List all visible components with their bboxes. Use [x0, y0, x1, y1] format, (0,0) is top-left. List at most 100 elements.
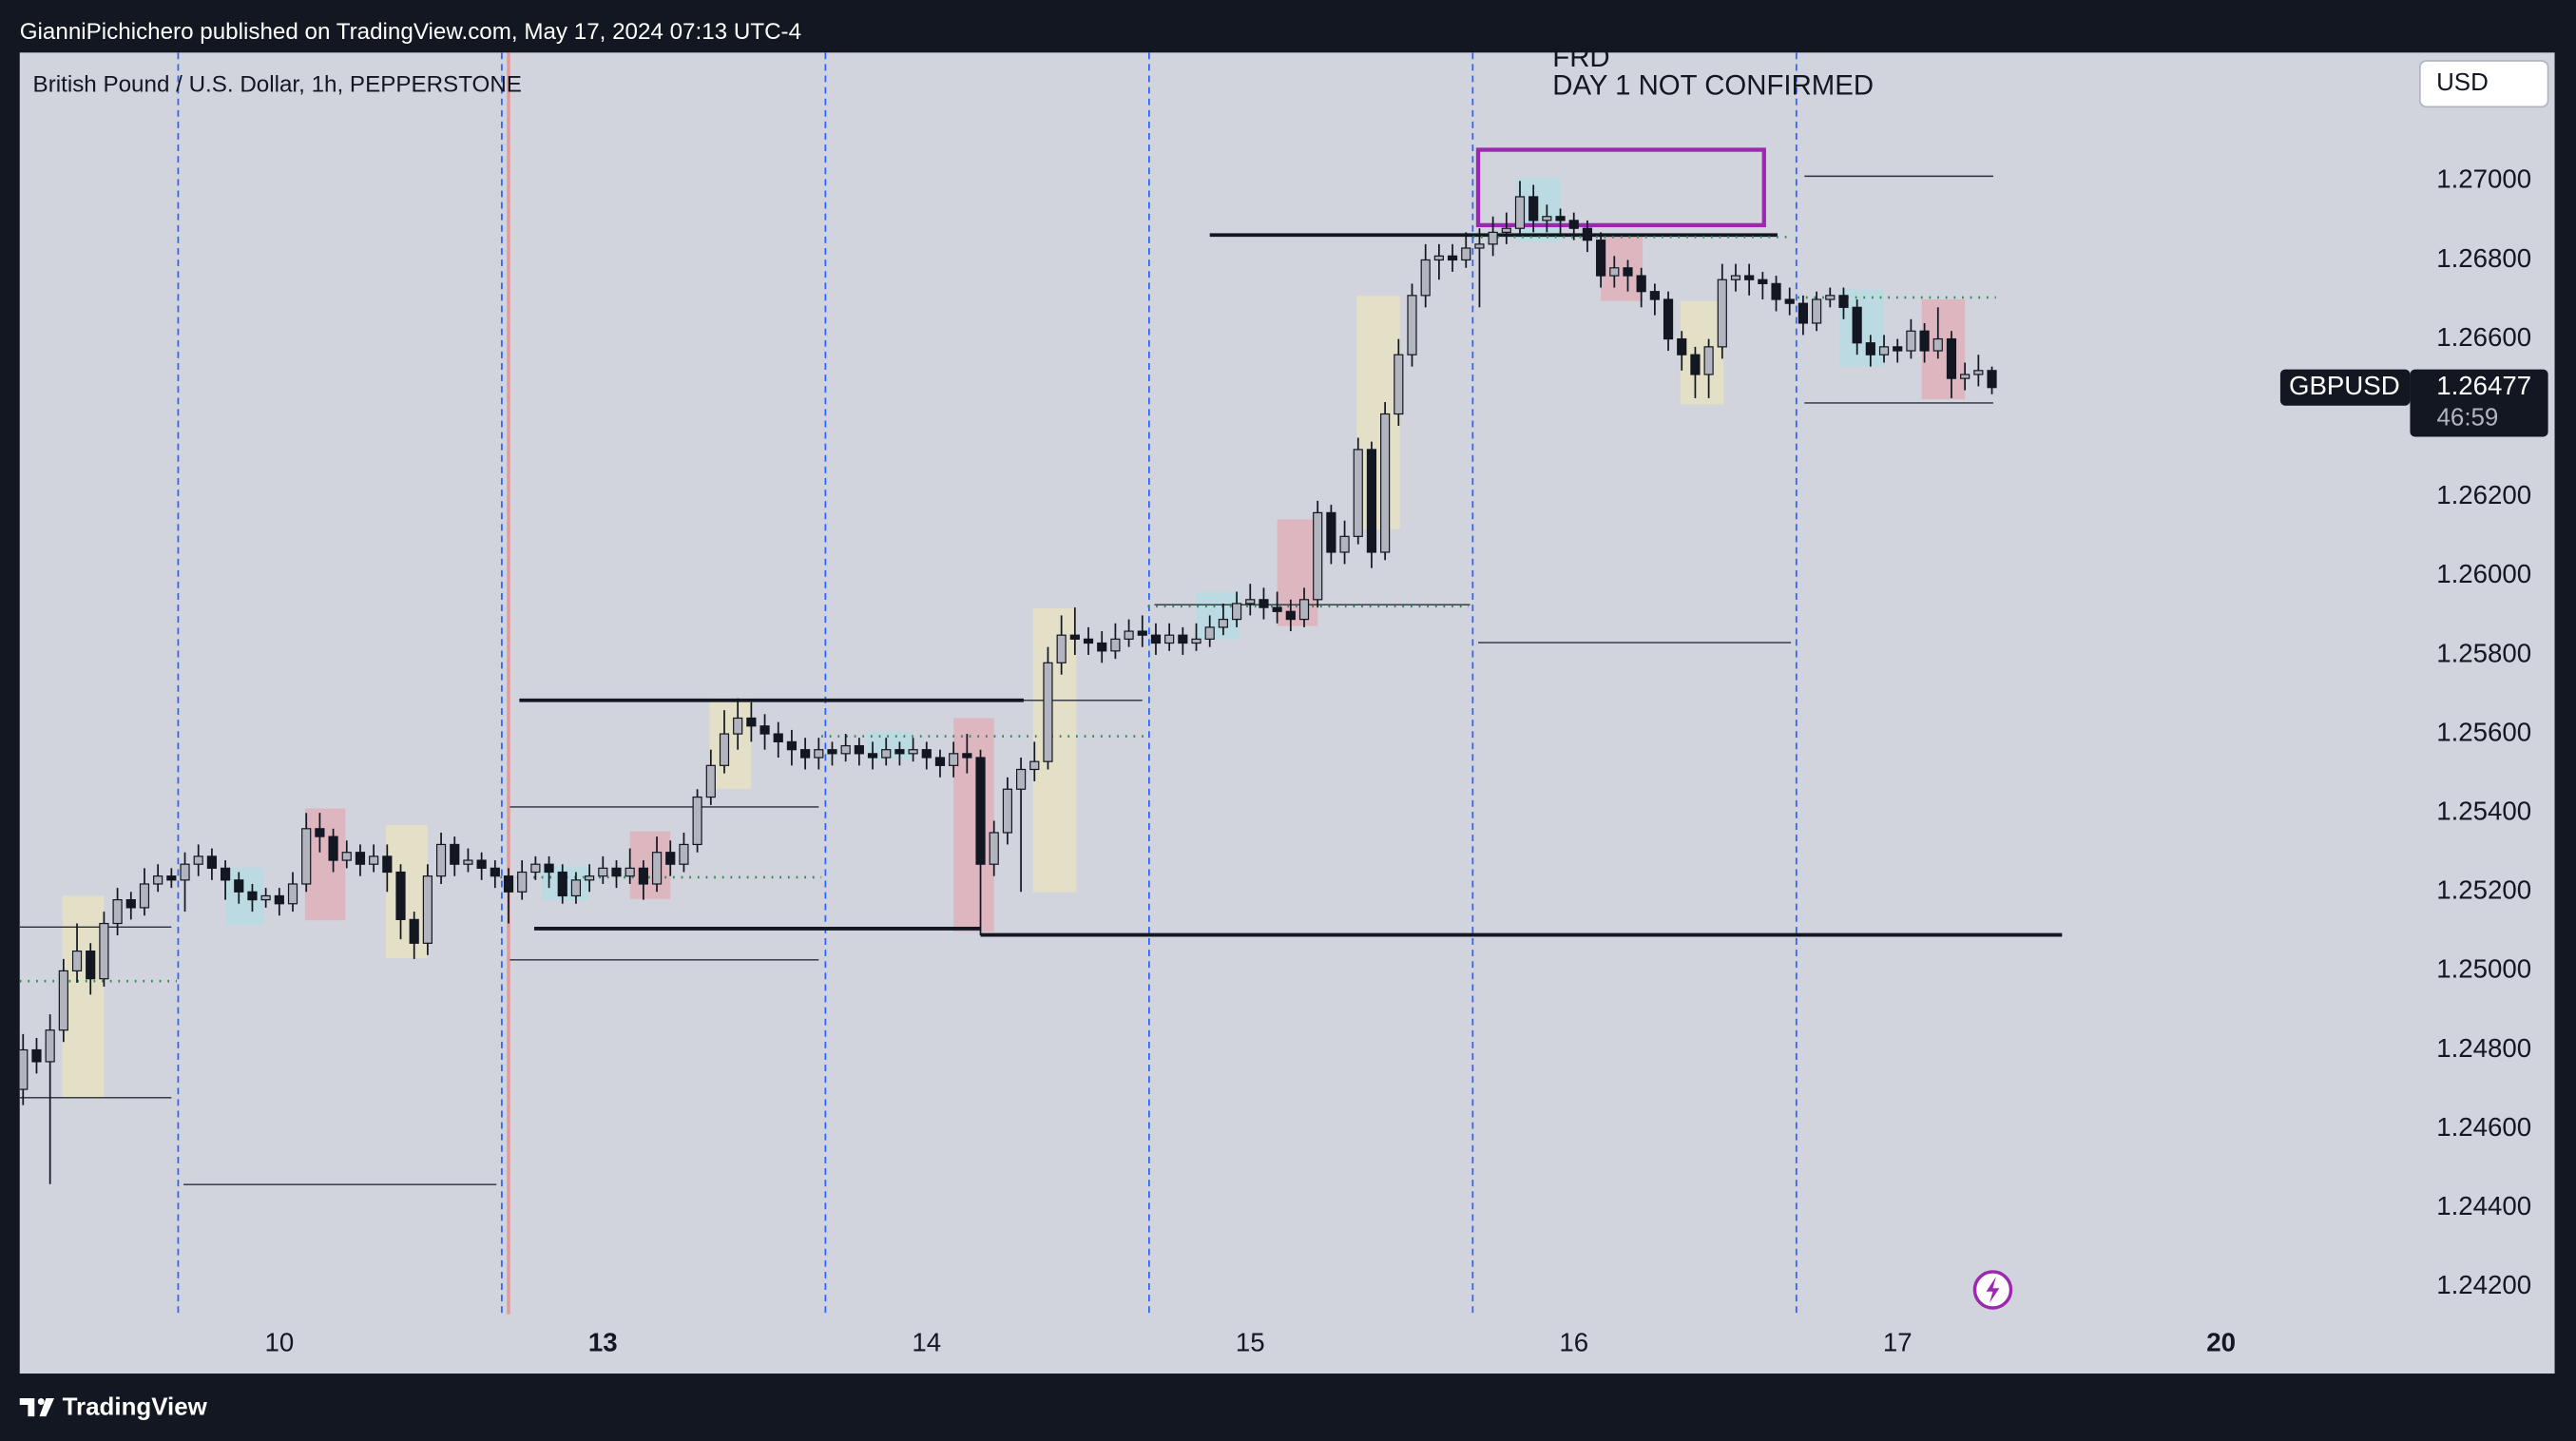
- highlight-zone: [1356, 296, 1400, 529]
- candle-body: [786, 740, 798, 751]
- candle-body: [1474, 243, 1485, 249]
- candle-body: [31, 1048, 42, 1063]
- highlight-zone: [1680, 300, 1724, 405]
- candle-body: [638, 867, 648, 885]
- candle-body: [1906, 330, 1916, 352]
- candle-body: [234, 879, 244, 893]
- candle-body: [206, 855, 217, 869]
- candle-body: [1218, 618, 1228, 628]
- candle-body: [625, 867, 635, 877]
- icon-bolt[interactable]: [1986, 1277, 2000, 1303]
- candle-body: [1649, 291, 1660, 300]
- candle-body: [894, 749, 905, 755]
- candle-body: [463, 859, 473, 865]
- candle-body: [949, 753, 959, 766]
- highlight-zone: [953, 718, 994, 932]
- candle-body: [1812, 298, 1822, 324]
- candle-body: [1339, 535, 1350, 553]
- y-tick-label: 1.24200: [2436, 1270, 2531, 1299]
- candle-body: [1501, 227, 1511, 233]
- candle-body: [570, 879, 582, 897]
- candle-body: [692, 796, 702, 846]
- footer-brand: TradingView: [63, 1393, 208, 1420]
- candle-body: [1987, 370, 1997, 389]
- price-tag: [2410, 369, 2548, 437]
- currency-label[interactable]: USD: [2436, 69, 2489, 96]
- candle-body: [1380, 413, 1391, 553]
- candle-body: [19, 1048, 29, 1090]
- x-tick-label: 15: [1236, 1327, 1265, 1356]
- candle-body: [1245, 599, 1256, 605]
- candle-body: [1555, 216, 1566, 221]
- logo-mark: [19, 1398, 35, 1417]
- y-tick-label: 1.27000: [2436, 164, 2531, 194]
- y-tick-label: 1.26000: [2436, 559, 2531, 588]
- candle-body: [1043, 662, 1053, 762]
- candle-body: [908, 749, 918, 755]
- candle-body: [1002, 788, 1013, 834]
- candle-body: [86, 951, 96, 980]
- candle-body: [1582, 227, 1593, 241]
- annotation: DAY 1 NOT CONFIRMED: [1552, 69, 1874, 101]
- candle-body: [422, 875, 433, 944]
- candle-body: [1703, 346, 1714, 375]
- candle-body: [814, 749, 824, 759]
- candle-body: [1623, 267, 1633, 277]
- candle-body: [1191, 638, 1201, 644]
- y-tick-label: 1.26200: [2436, 480, 2531, 509]
- candle-body: [1124, 630, 1134, 640]
- candle-body: [921, 749, 932, 759]
- candle-body: [1932, 337, 1943, 352]
- candle-body: [99, 922, 109, 980]
- candle-body: [274, 894, 284, 905]
- candle-body: [1394, 354, 1404, 415]
- candle-body: [1677, 337, 1687, 355]
- candle-body: [315, 828, 325, 837]
- candle-body: [962, 753, 972, 759]
- candle-body: [1097, 642, 1107, 652]
- candle-body: [1313, 511, 1323, 601]
- candle-body: [1015, 768, 1027, 790]
- candle-body: [1730, 275, 1741, 280]
- candle-body: [1528, 196, 1539, 221]
- candle-body: [1285, 610, 1296, 621]
- candle-body: [733, 717, 743, 735]
- publish-header: GianniPichichero published on TradingVie…: [20, 19, 801, 45]
- candle-body: [773, 733, 783, 742]
- candle-body: [1150, 634, 1162, 644]
- candle-body: [1447, 255, 1458, 261]
- candle-body: [1663, 298, 1674, 340]
- y-tick-label: 1.25600: [2436, 717, 2531, 746]
- candle-body: [180, 863, 190, 881]
- candle-body: [71, 951, 83, 972]
- logo-mark: [39, 1398, 55, 1417]
- candle-body: [746, 717, 757, 727]
- candle-body: [759, 725, 770, 735]
- candle-body: [503, 875, 514, 893]
- candle-body: [975, 757, 986, 865]
- annotation: FRD: [1552, 42, 1609, 73]
- y-tick-label: 1.24800: [2436, 1033, 2531, 1063]
- tradingview-logo: [19, 1398, 55, 1417]
- highlight-zone: [385, 825, 428, 959]
- candle-body: [1433, 255, 1444, 261]
- symbol-tag: [2279, 369, 2411, 406]
- footer-bar: [0, 1374, 2576, 1441]
- candle-body: [1784, 298, 1795, 304]
- candle-body: [651, 852, 663, 885]
- candle-body: [1204, 626, 1215, 640]
- candle-body: [517, 871, 528, 893]
- marked-box: [1475, 147, 1766, 228]
- lightning-icon[interactable]: [1972, 1270, 2013, 1310]
- candle-body: [1771, 282, 1781, 300]
- candle-body: [58, 970, 68, 1031]
- highlight-zone: [304, 808, 346, 921]
- candle-body: [1878, 346, 1890, 355]
- candle-body: [45, 1029, 55, 1063]
- currency-button[interactable]: [2418, 60, 2549, 108]
- y-tick-label: 1.26800: [2436, 243, 2531, 273]
- highlight-zone: [225, 867, 263, 926]
- candle-body: [1259, 599, 1269, 608]
- candle-body: [220, 867, 231, 881]
- candle-body: [1717, 279, 1727, 348]
